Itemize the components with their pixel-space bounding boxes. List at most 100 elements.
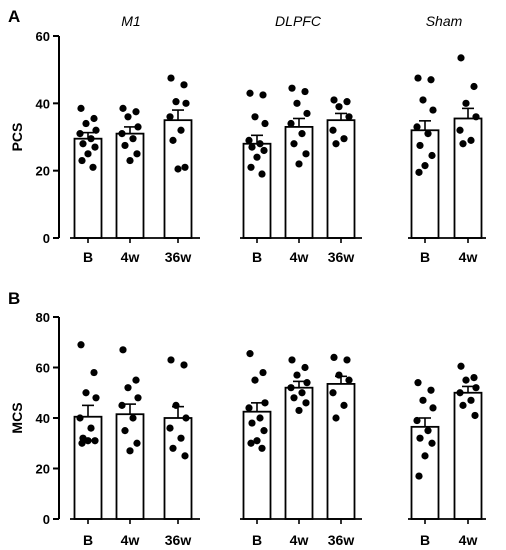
data-point [167,74,175,82]
data-point [126,447,134,455]
data-point [290,140,298,148]
data-point [82,389,90,397]
data-point [248,143,256,151]
data-point [471,411,479,420]
data-point [416,434,424,442]
data-point [459,401,467,409]
data-point [340,135,348,143]
bar [242,410,272,520]
data-point [134,123,142,131]
y-tick-label: 40 [36,411,50,426]
data-point [429,404,437,412]
data-point [121,141,129,150]
bar [115,413,145,520]
y-axis-label: MCS [9,402,25,433]
y-tick-label: 0 [43,231,50,246]
x-tick-label: B [252,532,262,548]
data-point [413,123,421,131]
data-point [288,356,296,364]
y-tick-label: 80 [36,310,50,325]
data-point [462,376,470,384]
data-point [91,143,99,151]
data-point [134,394,142,402]
data-point [84,150,92,158]
data-point [295,160,303,168]
data-point [259,91,267,99]
data-point [84,437,92,445]
x-tick-label: 4w [290,249,309,265]
bar [163,417,193,520]
data-point [261,119,269,128]
y-tick-label: 40 [36,96,50,111]
bar [410,129,440,239]
data-point [459,140,467,148]
data-point [335,371,343,379]
y-axis-label: PCS [9,123,25,152]
data-point [119,104,127,112]
data-point [253,153,261,161]
group-label-sham: Sham [426,13,463,29]
data-point [169,136,177,144]
data-point [167,356,175,364]
data-point [457,362,465,370]
data-point [76,414,84,422]
group-label-dlpfc: DLPFC [275,13,322,29]
data-point [419,396,427,404]
data-point [295,406,303,415]
data-point [456,126,464,134]
data-point [90,368,98,377]
bar [163,119,193,239]
data-point [251,376,259,384]
data-point [413,416,421,425]
data-point [129,135,137,143]
bar [453,117,483,239]
data-point [414,379,422,387]
data-point [428,439,436,447]
data-point [302,150,310,158]
data-point [472,384,480,392]
data-point [330,96,338,104]
data-point [77,104,85,112]
data-point [258,444,266,452]
x-tick-label: 36w [165,532,192,548]
data-point [415,472,423,480]
x-tick-label: B [420,249,430,265]
data-point [427,76,435,84]
data-point [256,414,264,422]
data-point [87,424,95,432]
data-point [180,361,188,369]
data-point [260,146,268,155]
data-point [343,356,351,364]
data-point [180,81,188,89]
y-tick-label: 20 [36,164,50,179]
data-point [181,163,189,171]
data-point [78,439,86,447]
data-point [424,427,432,435]
data-point [124,113,132,121]
data-point [181,452,189,460]
data-point [261,399,269,407]
data-point [421,162,429,170]
x-tick-label: B [420,532,430,548]
y-tick-label: 0 [43,512,50,527]
data-point [89,163,97,171]
data-point [303,379,311,387]
data-point [467,396,475,404]
data-point [177,126,185,134]
data-point [251,113,259,121]
data-point [118,401,126,409]
data-point [182,414,190,422]
data-point [415,168,423,176]
y-tick-label: 60 [36,29,50,44]
x-tick-label: 36w [165,249,192,265]
data-point [329,389,337,397]
data-point [421,452,429,460]
data-point [416,141,424,150]
data-point [332,414,340,422]
data-point [246,350,254,358]
data-point [343,98,351,106]
data-point [467,136,475,144]
data-point [132,108,140,116]
data-point [172,98,180,106]
data-point [332,140,340,148]
